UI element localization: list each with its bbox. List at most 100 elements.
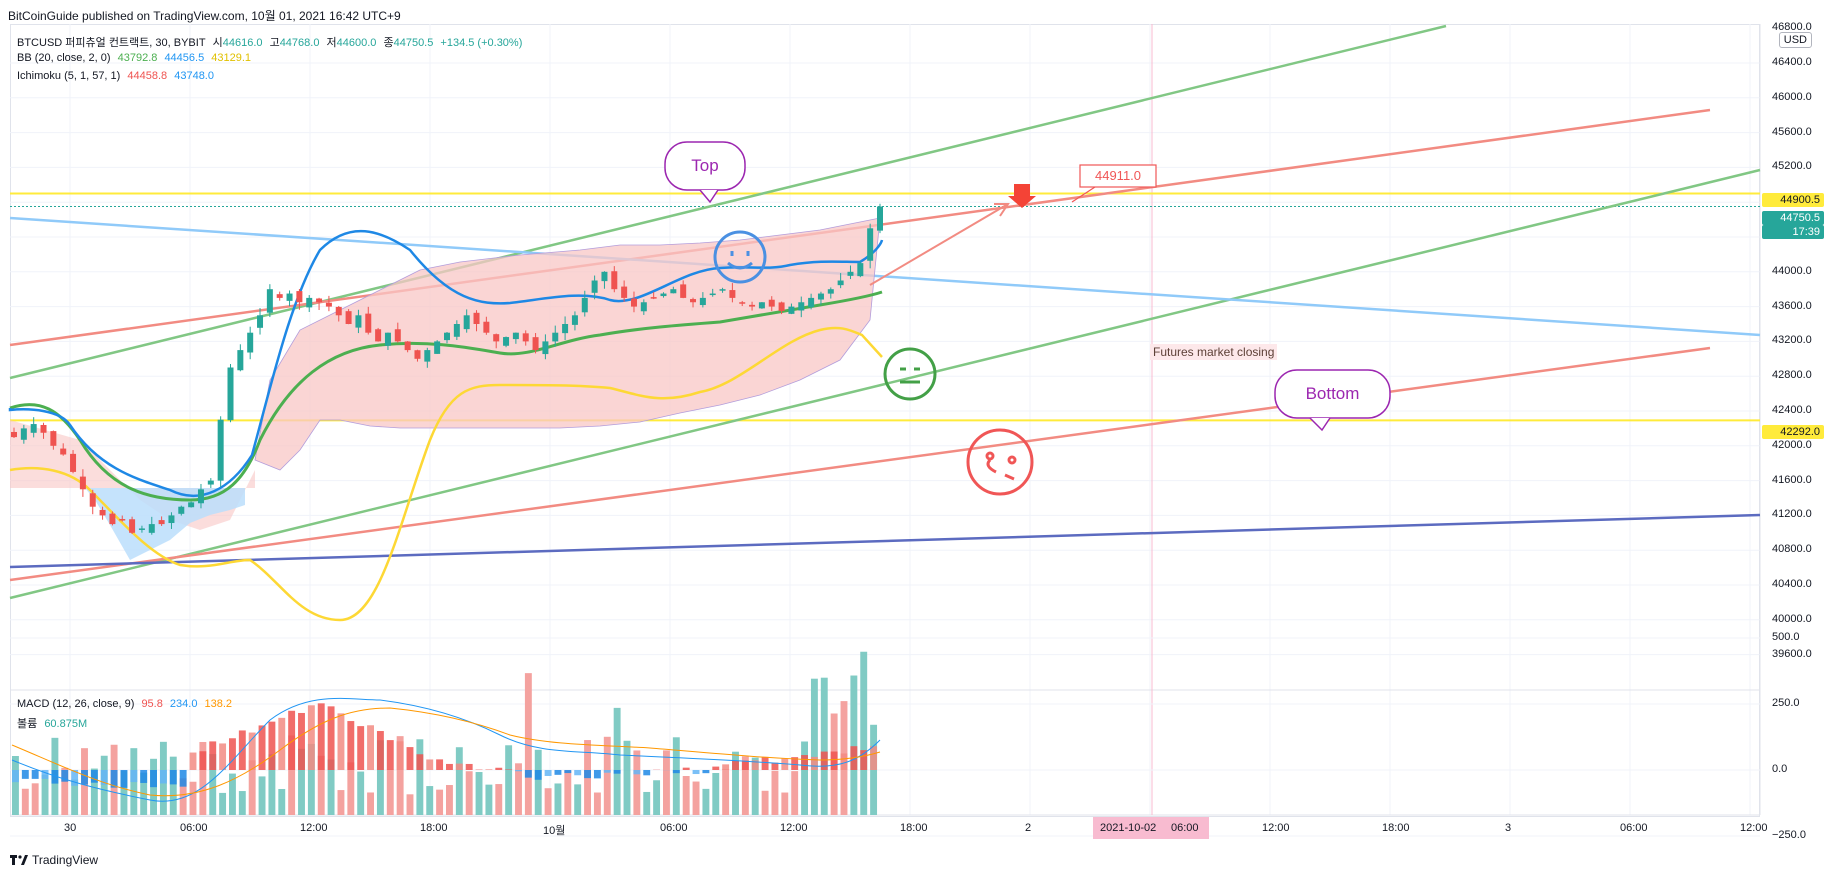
sad-face-icon xyxy=(966,428,1034,496)
candle-body xyxy=(581,297,588,313)
volume-bar xyxy=(653,780,661,815)
volume-bar xyxy=(337,790,345,815)
volume-bar xyxy=(268,754,276,815)
tradingview-footer[interactable]: TradingView xyxy=(10,853,98,867)
price-axis-label: 43200.0 xyxy=(1772,334,1812,347)
macd-histogram-bar xyxy=(820,751,828,770)
volume-bar xyxy=(761,790,769,815)
candle-body xyxy=(384,332,391,346)
macd-histogram-bar xyxy=(248,732,256,770)
time-axis-label: 18:00 xyxy=(900,822,928,834)
volume-bar xyxy=(564,770,572,815)
neutral-face-icon xyxy=(883,347,937,401)
price-axis-label: 43600.0 xyxy=(1772,299,1812,312)
legend-bb[interactable]: BB (20, close, 2, 0) 43792.8 44456.5 431… xyxy=(17,52,255,64)
volume-bar xyxy=(376,740,384,815)
price-callout-label[interactable]: 44911.0 xyxy=(1094,168,1142,183)
volume-bar xyxy=(357,771,365,815)
legend-macd[interactable]: MACD (12, 26, close, 9) 95.8 234.0 138.2 xyxy=(17,698,236,710)
candle-body xyxy=(768,299,775,307)
macd-histogram-bar xyxy=(347,721,355,770)
top-bubble-tail xyxy=(699,189,719,204)
candle-body xyxy=(817,293,824,300)
time-axis-label: 06:00 xyxy=(1620,822,1648,834)
candle-body xyxy=(375,329,382,342)
macd-histogram-bar xyxy=(110,770,118,788)
candle-body xyxy=(306,297,313,308)
currency-unit-badge[interactable]: USD xyxy=(1778,32,1812,48)
volume-bar xyxy=(771,770,779,815)
time-axis-label: 3 xyxy=(1505,822,1512,834)
time-axis-label: 12:00 xyxy=(780,822,808,834)
candle-body xyxy=(690,299,697,303)
volume-bar xyxy=(455,747,463,815)
macd-histogram-bar xyxy=(860,750,868,770)
bb-basis-line xyxy=(9,290,883,502)
macd-histogram-bar xyxy=(692,770,700,775)
legend-volume[interactable]: 볼륨 60.875M xyxy=(17,715,91,731)
time-axis-label: 2 xyxy=(1025,822,1032,834)
time-axis-label: 06:00 xyxy=(660,822,688,834)
macd-histogram-bar xyxy=(830,751,838,770)
candle-body xyxy=(562,324,569,334)
candle-body xyxy=(788,306,795,314)
candle-body xyxy=(493,334,500,342)
macd-histogram-bar xyxy=(505,769,513,770)
published-by-line: BitCoinGuide published on TradingView.co… xyxy=(8,9,401,23)
legend-symbol-line[interactable]: BTCUSD 퍼피츄얼 컨트랙트, 30, BYBIT 시44616.0 고44… xyxy=(17,34,526,50)
macd-axis-label: 250.0 xyxy=(1772,697,1800,709)
macd-histogram-bar xyxy=(51,770,59,784)
volume-bar xyxy=(475,772,483,815)
macd-histogram-bar xyxy=(495,767,503,770)
macd-histogram-bar xyxy=(732,760,739,770)
macd-histogram-bar xyxy=(100,770,108,785)
candle-body xyxy=(188,502,195,508)
top-bubble-label[interactable]: Top xyxy=(691,156,719,175)
candle-body xyxy=(316,298,323,303)
down-arrow-icon xyxy=(1008,184,1036,208)
volume-bar xyxy=(860,651,868,815)
candle-body xyxy=(778,302,785,311)
candle-body xyxy=(50,431,57,446)
candle-body xyxy=(207,480,214,485)
candle-body xyxy=(571,315,578,325)
macd-histogram-bar xyxy=(307,705,315,770)
candle-body xyxy=(444,332,450,341)
macd-histogram-bar xyxy=(41,770,49,779)
volume-bar xyxy=(278,788,286,815)
legend-ichimoku-v2: 43748.0 xyxy=(174,70,214,82)
legend-symbol: BTCUSD 퍼피츄얼 컨트랙트, 30, BYBIT xyxy=(17,37,206,49)
candle-body xyxy=(463,315,470,330)
macd-histogram-bar xyxy=(593,770,601,779)
volume-bar xyxy=(741,756,749,815)
candle-body xyxy=(512,332,519,340)
crosshair-date: 2021-10-02 xyxy=(1100,822,1157,834)
candle-body xyxy=(99,509,106,516)
macd-histogram-bar xyxy=(465,763,473,770)
legend-ichimoku[interactable]: Ichimoku (5, 1, 57, 1) 44458.8 43748.0 xyxy=(17,70,218,82)
price-axis-label: 40400.0 xyxy=(1772,578,1812,590)
eye xyxy=(985,451,995,461)
volume-bar xyxy=(386,769,394,815)
price-axis-label: 39600.0 xyxy=(1772,647,1812,660)
projection-arrow xyxy=(869,203,1009,286)
bottom-bubble-tail xyxy=(1309,417,1331,432)
volume-bar xyxy=(307,743,315,815)
legend-volume-label: 볼륨 xyxy=(17,718,38,730)
volume-bar xyxy=(613,707,621,815)
macd-histogram-bar xyxy=(672,770,680,774)
macd-histogram-bar xyxy=(584,770,591,779)
candle-body xyxy=(719,289,726,291)
futures-note[interactable]: Futures market closing xyxy=(1150,344,1278,360)
price-tag-high: 44900.5 xyxy=(1762,193,1824,207)
bottom-bubble-label[interactable]: Bottom xyxy=(1305,384,1360,403)
price-tag-last: 44750.5 xyxy=(1762,211,1824,225)
price-axis-label: 46400.0 xyxy=(1772,56,1812,68)
macd-histogram-bar xyxy=(564,770,572,774)
macd-histogram-bar xyxy=(179,770,187,787)
macd-axis-label: 500.0 xyxy=(1772,631,1800,643)
candle-body xyxy=(119,519,126,521)
candle-body xyxy=(404,341,411,351)
volume-bar xyxy=(850,675,858,815)
